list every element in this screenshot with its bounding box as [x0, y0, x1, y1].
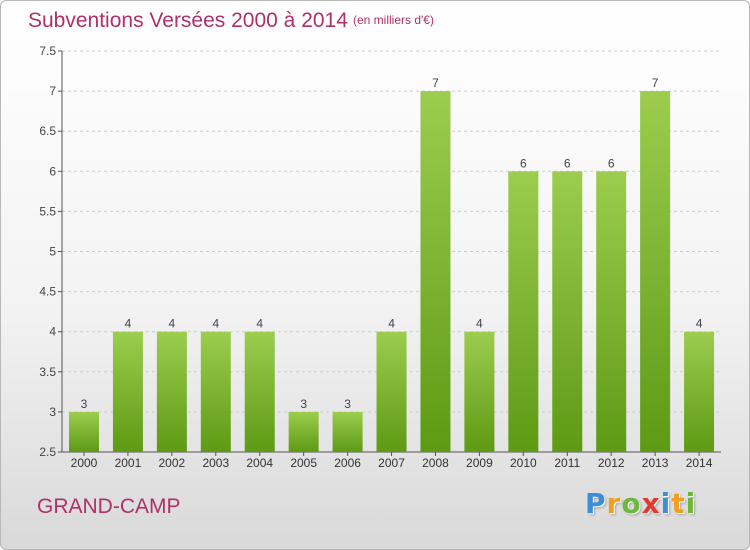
logo-letter: r: [606, 487, 622, 520]
logo-letter: t: [671, 487, 686, 520]
x-tick-label: 2001: [115, 456, 142, 470]
logo-letter: x: [641, 487, 661, 520]
y-tick-label: 6: [49, 164, 56, 178]
x-tick-label: 2002: [159, 456, 186, 470]
data-label: 6: [564, 156, 571, 170]
x-tick-label: 2008: [422, 456, 449, 470]
x-tick-label: 2014: [686, 456, 713, 470]
y-tick-label: 5: [49, 245, 56, 259]
data-label: 4: [696, 317, 703, 331]
bar: [376, 331, 407, 452]
logo-letter: i: [685, 487, 697, 520]
bar: [112, 331, 143, 452]
bar: [640, 91, 671, 452]
bar: [156, 331, 187, 452]
data-label: 6: [608, 156, 615, 170]
data-label: 3: [300, 397, 307, 411]
bar: [69, 411, 99, 452]
chart-subtitle: (en milliers d'€): [353, 13, 434, 27]
y-tick-label: 7.5: [39, 44, 56, 58]
y-tick-label: 6.5: [39, 124, 56, 138]
data-label: 4: [476, 317, 483, 331]
x-tick-label: 2011: [554, 456, 580, 470]
data-label: 7: [652, 76, 659, 90]
data-label: 6: [520, 156, 527, 170]
logo-letter: i: [660, 487, 672, 520]
bar: [508, 171, 539, 453]
data-label: 4: [256, 317, 263, 331]
y-tick-label: 3.5: [39, 365, 56, 379]
x-tick-label: 2005: [290, 456, 317, 470]
data-label: 4: [212, 317, 219, 331]
x-tick-label: 2010: [510, 456, 537, 470]
y-tick-label: 4.5: [39, 285, 56, 299]
bar: [288, 411, 319, 452]
bar: [420, 91, 451, 452]
data-label: 3: [344, 397, 351, 411]
y-tick-label: 7: [49, 84, 56, 98]
proxiti-logo: Proxiti: [585, 487, 696, 520]
data-label: 4: [169, 317, 176, 331]
bar: [552, 171, 583, 453]
x-tick-label: 2003: [202, 456, 229, 470]
bar: [464, 331, 495, 452]
x-tick-label: 2009: [466, 456, 493, 470]
data-label: 7: [432, 76, 439, 90]
x-tick-label: 2000: [71, 456, 98, 470]
chart-title: Subventions Versées 2000 à 2014: [28, 9, 348, 32]
x-tick-label: 2006: [334, 456, 361, 470]
y-tick-label: 5.5: [39, 204, 56, 218]
x-tick-label: 2004: [246, 456, 273, 470]
x-tick-label: 2007: [378, 456, 405, 470]
bar: [332, 411, 363, 452]
bar: [244, 331, 275, 452]
bar: [596, 171, 627, 453]
y-tick-label: 2.5: [39, 445, 56, 459]
x-tick-label: 2013: [642, 456, 669, 470]
y-tick-label: 3: [49, 405, 56, 419]
logo-letter: P: [585, 487, 607, 520]
x-tick-label: 2012: [598, 456, 625, 470]
commune-name: GRAND-CAMP: [37, 495, 181, 518]
data-label: 4: [388, 317, 395, 331]
data-label: 4: [125, 317, 132, 331]
bar: [200, 331, 231, 452]
bar: [684, 331, 715, 452]
data-label: 3: [81, 397, 88, 411]
logo-letter: o: [621, 487, 642, 520]
y-tick-label: 4: [49, 325, 56, 339]
